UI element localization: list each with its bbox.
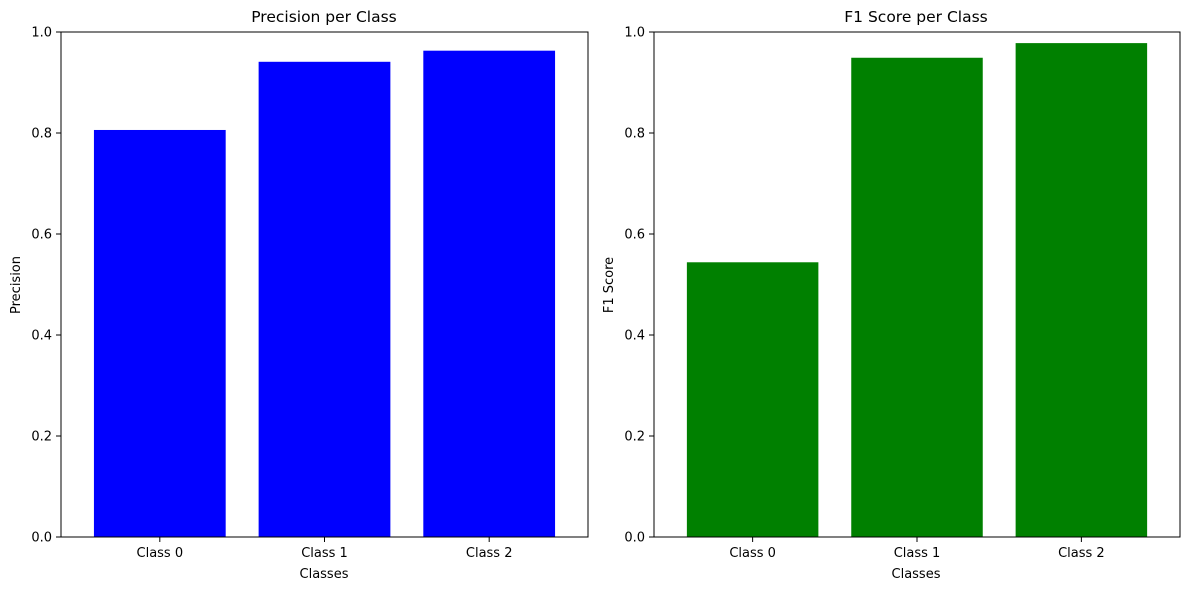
x-axis-label: Classes — [300, 567, 349, 582]
x-tick-label: Class 1 — [301, 546, 348, 561]
f1-score-chart: F1 Score per Class 0.0 0.2 0.4 0.6 0.8 1.0 Cl… — [602, 8, 1181, 582]
chart-title: F1 Score per Class — [844, 8, 988, 26]
x-tick-label: Class 0 — [137, 546, 184, 561]
y-tick-label: 0.8 — [31, 127, 52, 142]
y-axis-label: F1 Score — [602, 257, 617, 313]
bar-class-0 — [93, 129, 226, 537]
y-axis-label: Precision — [9, 256, 24, 314]
x-tick-label: Class 0 — [729, 546, 776, 561]
bar-class-1 — [851, 57, 983, 537]
bars — [93, 50, 556, 538]
y-tick-label: 0.8 — [624, 127, 645, 142]
x-axis-label: Classes — [892, 567, 941, 582]
y-tick-label: 0.2 — [31, 430, 52, 445]
bar-class-2 — [423, 50, 556, 538]
bar-class-2 — [1015, 43, 1148, 538]
y-tick-label: 1.0 — [624, 26, 645, 41]
y-tick-label: 0.4 — [624, 329, 645, 344]
y-tick-label: 1.0 — [31, 26, 52, 41]
x-tick-label: Class 2 — [1058, 546, 1105, 561]
x-tick-label: Class 2 — [466, 546, 513, 561]
y-tick-label: 0.6 — [624, 228, 645, 243]
bar-class-0 — [686, 262, 819, 537]
y-tick-label: 0.4 — [31, 329, 52, 344]
y-ticks: 0.0 0.2 0.4 0.6 0.8 1.0 — [624, 26, 654, 546]
plot-frame — [60, 31, 589, 538]
bars — [686, 43, 1148, 538]
y-ticks: 0.0 0.2 0.4 0.6 0.8 1.0 — [31, 26, 61, 546]
precision-chart: Precision per Class 0.0 0.2 0.4 0.6 0.8 1.0 C… — [9, 8, 589, 582]
x-ticks: Class 0 Class 1 Class 2 — [729, 537, 1105, 561]
chart-title: Precision per Class — [251, 8, 397, 26]
y-tick-label: 0.0 — [624, 531, 645, 546]
x-tick-label: Class 1 — [894, 546, 941, 561]
y-tick-label: 0.0 — [31, 531, 52, 546]
bar-class-1 — [258, 61, 391, 538]
x-ticks: Class 0 Class 1 Class 2 — [137, 537, 513, 561]
y-tick-label: 0.2 — [624, 430, 645, 445]
y-tick-label: 0.6 — [31, 228, 52, 243]
plot-frame — [653, 31, 1181, 538]
